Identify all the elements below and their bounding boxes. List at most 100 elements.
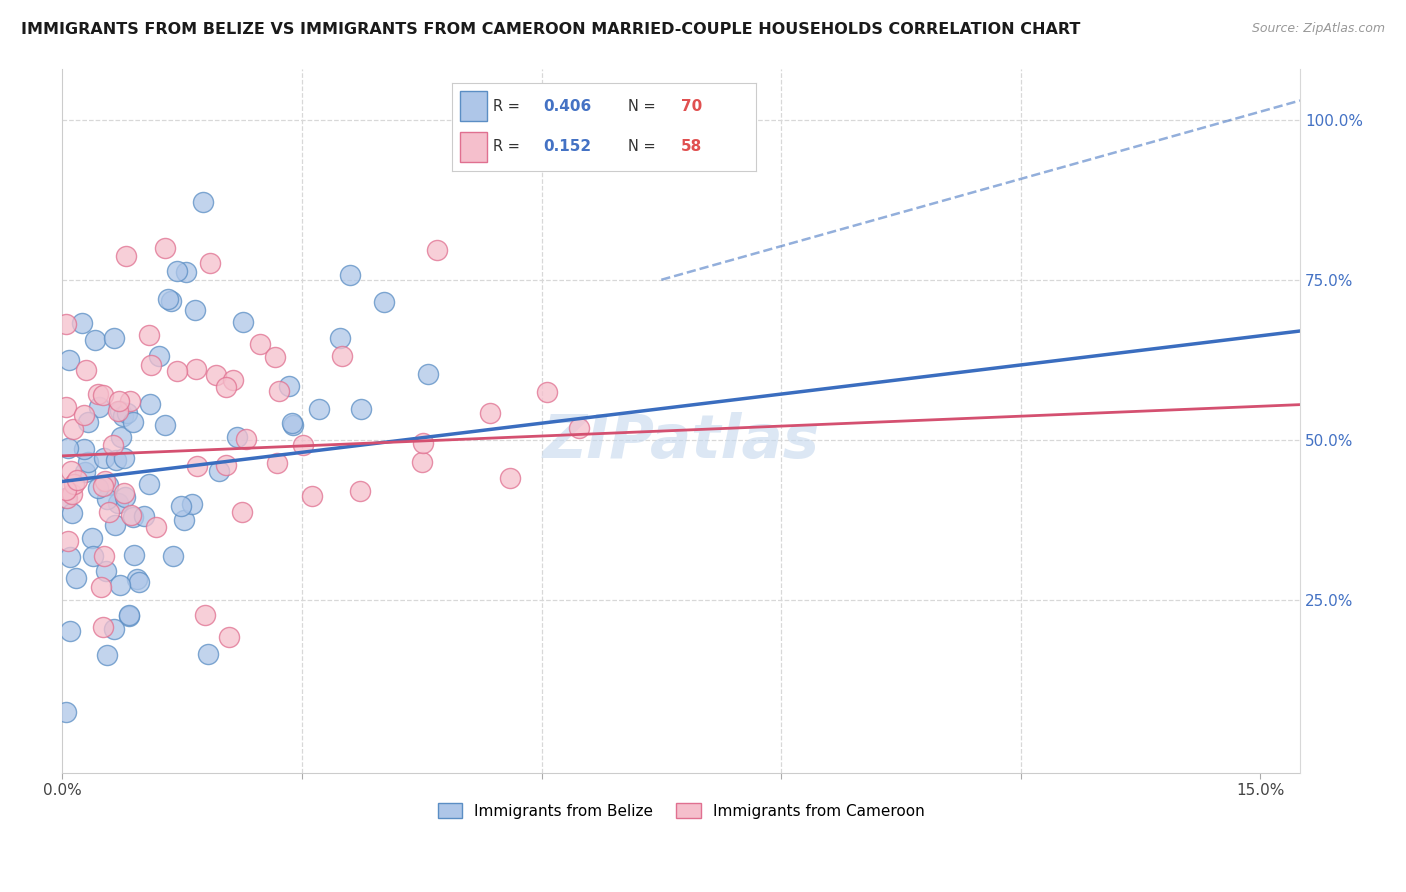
- Point: [73, 408, 96, 422]
- Point: [207, 464, 229, 478]
- Point: [184, 361, 207, 376]
- Point: [90, 580, 112, 594]
- Point: [339, 268, 361, 282]
- Point: [103, 331, 125, 345]
- Point: [96, 648, 118, 662]
- Point: [111, 409, 134, 424]
- Point: [181, 497, 204, 511]
- Point: [104, 453, 127, 467]
- Point: [266, 456, 288, 470]
- Point: [373, 294, 395, 309]
- Point: [281, 418, 304, 433]
- Point: [132, 508, 155, 523]
- Point: [479, 406, 502, 420]
- Point: [70, 316, 93, 330]
- Text: ZIPatlas: ZIPatlas: [543, 412, 820, 471]
- Point: [75, 466, 97, 480]
- Text: IMMIGRANTS FROM BELIZE VS IMMIGRANTS FROM CAMEROON MARRIED-COUPLE HOUSEHOLDS COR: IMMIGRANTS FROM BELIZE VS IMMIGRANTS FRO…: [21, 22, 1080, 37]
- Point: [153, 417, 176, 432]
- Point: [166, 364, 188, 378]
- Point: [166, 264, 188, 278]
- Point: [59, 624, 82, 639]
- Point: [232, 315, 254, 329]
- Point: [75, 363, 97, 377]
- Point: [174, 264, 197, 278]
- Point: [91, 388, 114, 402]
- Point: [66, 473, 89, 487]
- Point: [96, 491, 118, 506]
- Point: [107, 496, 129, 510]
- Point: [62, 422, 84, 436]
- Text: Source: ZipAtlas.com: Source: ZipAtlas.com: [1251, 22, 1385, 36]
- Point: [93, 549, 115, 563]
- Point: [97, 478, 120, 492]
- Point: [186, 459, 208, 474]
- Point: [198, 256, 221, 270]
- Point: [416, 367, 439, 381]
- Point: [120, 508, 142, 522]
- Point: [139, 358, 162, 372]
- Point: [138, 328, 160, 343]
- Point: [225, 430, 247, 444]
- Point: [499, 470, 522, 484]
- Point: [301, 489, 323, 503]
- Point: [536, 385, 558, 400]
- Point: [65, 571, 87, 585]
- Point: [128, 574, 150, 589]
- Point: [93, 451, 115, 466]
- Point: [98, 505, 121, 519]
- Point: [118, 607, 141, 622]
- Point: [55, 400, 77, 414]
- Point: [56, 442, 79, 456]
- Point: [122, 415, 145, 429]
- Point: [82, 549, 104, 563]
- Point: [153, 241, 176, 255]
- Point: [349, 402, 371, 417]
- Point: [110, 430, 132, 444]
- Point: [82, 531, 104, 545]
- Point: [115, 249, 138, 263]
- Point: [76, 455, 98, 469]
- Point: [122, 509, 145, 524]
- Point: [59, 549, 82, 564]
- Point: [148, 349, 170, 363]
- Point: [55, 491, 77, 506]
- Point: [87, 386, 110, 401]
- Point: [103, 622, 125, 636]
- Point: [58, 353, 80, 368]
- Point: [139, 397, 162, 411]
- Point: [125, 573, 148, 587]
- Point: [112, 486, 135, 500]
- Point: [115, 406, 138, 420]
- Point: [281, 417, 304, 431]
- Point: [108, 403, 131, 417]
- Point: [264, 351, 287, 365]
- Point: [249, 337, 271, 351]
- Point: [292, 438, 315, 452]
- Point: [170, 500, 193, 514]
- Point: [91, 620, 114, 634]
- Point: [349, 483, 371, 498]
- Point: [91, 479, 114, 493]
- Point: [157, 292, 180, 306]
- Point: [215, 380, 238, 394]
- Point: [184, 303, 207, 318]
- Point: [330, 349, 353, 363]
- Point: [218, 630, 240, 644]
- Point: [60, 486, 83, 500]
- Point: [60, 464, 83, 478]
- Point: [173, 513, 195, 527]
- Point: [194, 607, 217, 622]
- Point: [94, 565, 117, 579]
- Point: [412, 436, 434, 450]
- Point: [73, 442, 96, 457]
- Point: [278, 379, 301, 393]
- Point: [231, 505, 253, 519]
- Point: [118, 609, 141, 624]
- Point: [162, 549, 184, 563]
- Point: [114, 490, 136, 504]
- Point: [118, 393, 141, 408]
- Point: [205, 368, 228, 382]
- Legend: Immigrants from Belize, Immigrants from Cameroon: Immigrants from Belize, Immigrants from …: [432, 797, 931, 825]
- Point: [122, 548, 145, 562]
